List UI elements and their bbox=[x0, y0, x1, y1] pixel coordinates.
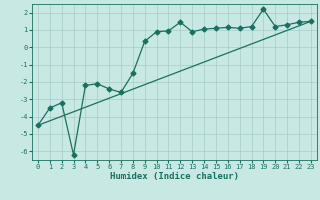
X-axis label: Humidex (Indice chaleur): Humidex (Indice chaleur) bbox=[110, 172, 239, 181]
